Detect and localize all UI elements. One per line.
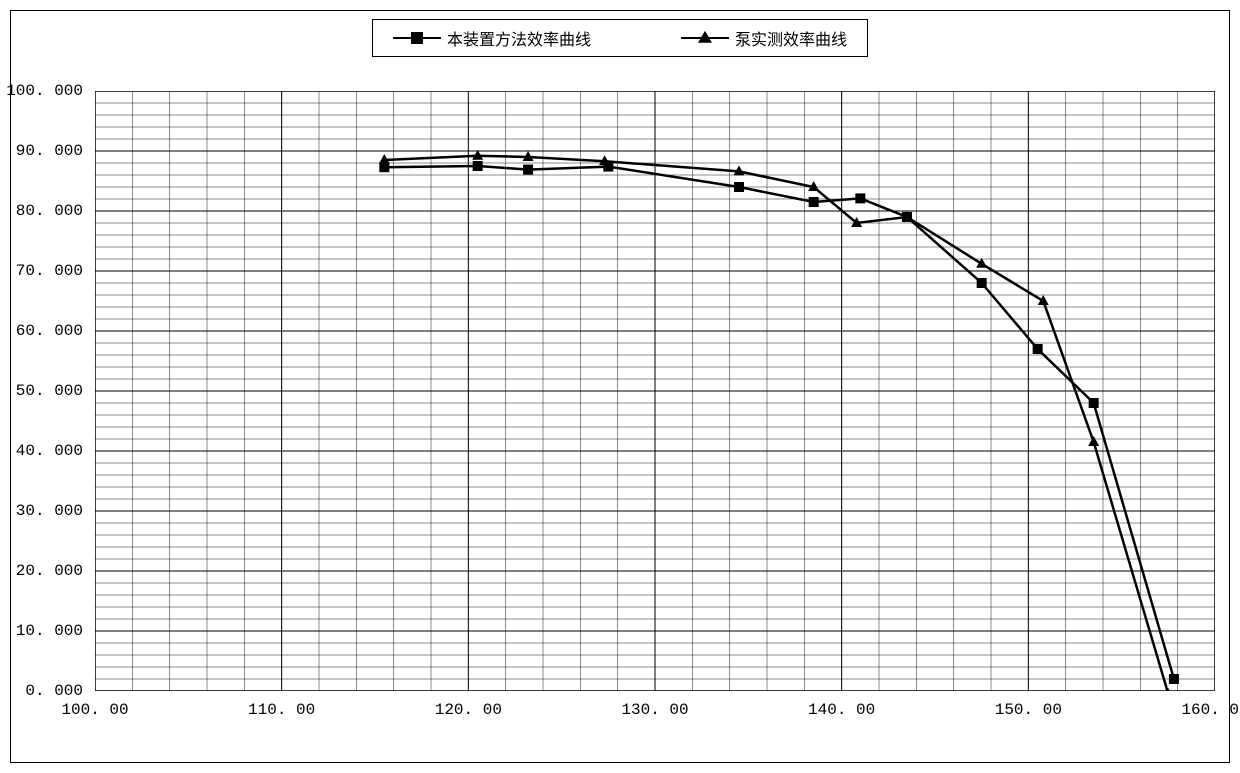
chart-container: 本装置方法效率曲线 泵实测效率曲线 0. 000 10. 000 20. 000 30… xyxy=(10,10,1230,763)
y-tick-label: 60. 000 xyxy=(16,322,83,340)
square-marker-icon xyxy=(473,161,483,171)
x-tick-label: 140. 00 xyxy=(808,701,875,719)
legend-item-1: 本装置方法效率曲线 xyxy=(393,26,591,50)
square-marker-icon xyxy=(1089,398,1099,408)
legend-label-1: 本装置方法效率曲线 xyxy=(447,26,591,50)
square-marker-icon xyxy=(977,278,987,288)
x-tick-label: 100. 00 xyxy=(61,701,128,719)
square-marker-icon xyxy=(1169,674,1179,684)
x-tick-label: 150. 00 xyxy=(995,701,1062,719)
y-tick-label: 0. 000 xyxy=(25,682,83,700)
y-tick-label: 80. 000 xyxy=(16,202,83,220)
x-tick-label: 130. 00 xyxy=(621,701,688,719)
y-tick-label: 10. 000 xyxy=(16,622,83,640)
legend-line-icon xyxy=(393,37,441,39)
series-pump-measured xyxy=(384,156,1168,691)
triangle-marker-icon xyxy=(698,31,712,43)
square-marker-icon xyxy=(1033,344,1043,354)
x-tick-label: 160. 00 xyxy=(1181,701,1240,719)
square-marker-icon xyxy=(734,182,744,192)
legend-item-2: 泵实测效率曲线 xyxy=(681,26,847,50)
y-tick-label: 70. 000 xyxy=(16,262,83,280)
y-tick-label: 100. 000 xyxy=(6,82,83,100)
square-marker-icon xyxy=(523,165,533,175)
y-tick-label: 20. 000 xyxy=(16,562,83,580)
y-tick-label: 50. 000 xyxy=(16,382,83,400)
y-tick-label: 40. 000 xyxy=(16,442,83,460)
square-marker-icon xyxy=(855,193,865,203)
y-tick-label: 30. 000 xyxy=(16,502,83,520)
legend-line-icon xyxy=(681,37,729,39)
legend: 本装置方法效率曲线 泵实测效率曲线 xyxy=(372,19,868,57)
data-svg xyxy=(95,91,1215,691)
legend-label-2: 泵实测效率曲线 xyxy=(735,26,847,50)
y-axis-labels: 0. 00010. 00020. 00030. 00040. 00050. 00… xyxy=(11,91,89,691)
square-marker-icon xyxy=(411,32,423,44)
triangle-marker-icon xyxy=(1163,688,1174,691)
series-device-method xyxy=(384,166,1174,679)
y-tick-label: 90. 000 xyxy=(16,142,83,160)
square-marker-icon xyxy=(809,197,819,207)
triangle-marker-icon xyxy=(1088,436,1099,446)
plot-area xyxy=(95,91,1215,691)
x-tick-label: 120. 00 xyxy=(435,701,502,719)
x-tick-label: 110. 00 xyxy=(248,701,315,719)
